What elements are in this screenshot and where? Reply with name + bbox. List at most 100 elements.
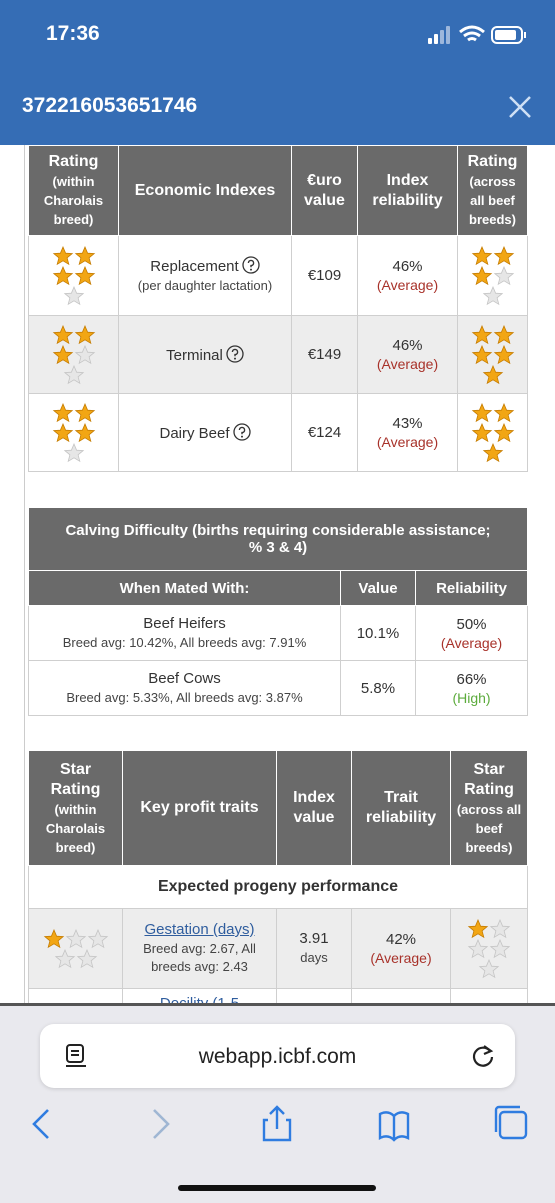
help-icon[interactable] bbox=[226, 345, 244, 363]
row: Terminal €149 46% (Average) bbox=[28, 315, 528, 394]
cell bbox=[457, 235, 528, 316]
star-rating bbox=[470, 245, 516, 306]
cell: Dairy Beef bbox=[118, 393, 292, 472]
star-filled bbox=[52, 265, 73, 285]
cell: 5.8% bbox=[340, 660, 416, 716]
star-empty bbox=[63, 285, 84, 305]
star-shape bbox=[471, 324, 492, 344]
cell: 66% (High) bbox=[415, 660, 528, 716]
page-title: 372216053651746 bbox=[22, 94, 198, 117]
close-button[interactable] bbox=[508, 95, 532, 119]
reliability: 66% bbox=[456, 670, 487, 688]
header-text: Key profit traits bbox=[140, 799, 259, 816]
star-shape bbox=[467, 918, 489, 938]
star-shape bbox=[74, 402, 95, 422]
header-cell: Rating (within Charolais breed) bbox=[28, 145, 119, 236]
reload-icon[interactable] bbox=[470, 1043, 496, 1069]
star-shape bbox=[74, 245, 95, 265]
star-shape bbox=[65, 928, 86, 948]
trait-link[interactable]: Gestation (days) bbox=[144, 921, 255, 938]
reliability-level: (Average) bbox=[440, 634, 503, 651]
star-filled bbox=[471, 265, 492, 285]
star-shape bbox=[471, 422, 492, 442]
star-filled bbox=[52, 245, 73, 265]
star-rating bbox=[470, 324, 516, 385]
star-shape bbox=[493, 245, 514, 265]
star-shape bbox=[493, 265, 514, 285]
star-filled bbox=[493, 344, 514, 364]
header-text: Index reliability bbox=[372, 171, 443, 209]
reader-icon[interactable] bbox=[64, 1044, 88, 1070]
breed-average: Breed avg: 5.33%, All breeds avg: 3.87% bbox=[66, 689, 303, 705]
reliability-level: (Average) bbox=[376, 356, 439, 372]
star-filled bbox=[52, 324, 73, 344]
star-shape bbox=[467, 938, 489, 958]
star-empty bbox=[74, 344, 95, 364]
star-shape bbox=[493, 344, 514, 364]
mated-with: Beef Cows bbox=[148, 669, 221, 687]
star-shape bbox=[489, 918, 511, 938]
star-filled bbox=[52, 402, 73, 422]
star-shape bbox=[74, 344, 95, 364]
header-cell: Star Rating (within Charolais breed) bbox=[28, 750, 123, 866]
row: Beef Cows Breed avg: 5.33%, All breeds av… bbox=[28, 660, 528, 716]
star-empty bbox=[493, 265, 514, 285]
help-icon[interactable] bbox=[242, 256, 260, 274]
breed-average: Breed avg: 2.67, All breeds avg: 2.43 bbox=[143, 941, 256, 974]
star-shape bbox=[478, 958, 500, 978]
star-shape bbox=[482, 364, 503, 384]
cell: 46% (Average) bbox=[357, 235, 458, 316]
cell: €149 bbox=[291, 315, 358, 394]
star-filled bbox=[482, 442, 503, 462]
cell: 3.91 days bbox=[276, 908, 352, 989]
index-name: Replacement bbox=[150, 258, 239, 275]
header-text: Rating bbox=[48, 153, 99, 170]
app-header: 17:36 372216053651746 bbox=[0, 0, 555, 145]
cell bbox=[28, 315, 119, 394]
status-icons bbox=[428, 25, 526, 44]
row: Gestation (days) Breed avg: 2.67, All bre… bbox=[28, 908, 528, 989]
divider bbox=[24, 145, 25, 1003]
star-empty bbox=[489, 918, 511, 938]
cell: Docility (1-5 bbox=[122, 988, 277, 1003]
star-empty bbox=[54, 948, 75, 968]
breed-average: Breed avg: 10.42%, All breeds avg: 7.91% bbox=[62, 634, 307, 650]
star-shape bbox=[74, 265, 95, 285]
table-title: Calving Difficulty (births requiring con… bbox=[28, 507, 528, 571]
nav-icons[interactable] bbox=[0, 1104, 555, 1144]
header-row: Star Rating (within Charolais breed) Key … bbox=[28, 750, 528, 866]
star-shape bbox=[74, 422, 95, 442]
star-rating bbox=[51, 402, 97, 463]
index-name: Terminal bbox=[166, 347, 223, 364]
star-shape bbox=[493, 422, 514, 442]
star-shape bbox=[52, 344, 73, 364]
star-empty bbox=[467, 938, 489, 958]
star-empty bbox=[489, 938, 511, 958]
trait-link[interactable]: Docility (1-5 bbox=[160, 995, 239, 1003]
star-filled bbox=[493, 422, 514, 442]
star-filled bbox=[493, 324, 514, 344]
index-detail: (per daughter lactation) bbox=[137, 278, 273, 293]
header-cell: Index reliability bbox=[357, 145, 458, 236]
home-indicator bbox=[178, 1185, 376, 1191]
reliability: 50% bbox=[456, 615, 487, 633]
star-empty bbox=[63, 442, 84, 462]
cell: Beef Cows Breed avg: 5.33%, All breeds av… bbox=[28, 660, 341, 716]
cell bbox=[450, 908, 528, 989]
address-bar[interactable]: webapp.icbf.com bbox=[40, 1024, 515, 1088]
cell bbox=[28, 908, 123, 989]
star-filled bbox=[471, 344, 492, 364]
star-filled bbox=[74, 265, 95, 285]
header-note: (across all beef breeds) bbox=[469, 174, 516, 227]
star-shape bbox=[63, 285, 84, 305]
row: Replacement (per daughter lactation) €109… bbox=[28, 235, 528, 316]
unit: days bbox=[300, 950, 328, 965]
star-shape bbox=[489, 938, 511, 958]
header-cell: Star Rating (across all beef breeds) bbox=[450, 750, 528, 866]
help-icon[interactable] bbox=[232, 423, 251, 441]
cell: 46% (Average) bbox=[357, 315, 458, 394]
header-cell: Rating (across all beef breeds) bbox=[457, 145, 528, 236]
star-filled bbox=[52, 344, 73, 364]
star-filled bbox=[493, 245, 514, 265]
